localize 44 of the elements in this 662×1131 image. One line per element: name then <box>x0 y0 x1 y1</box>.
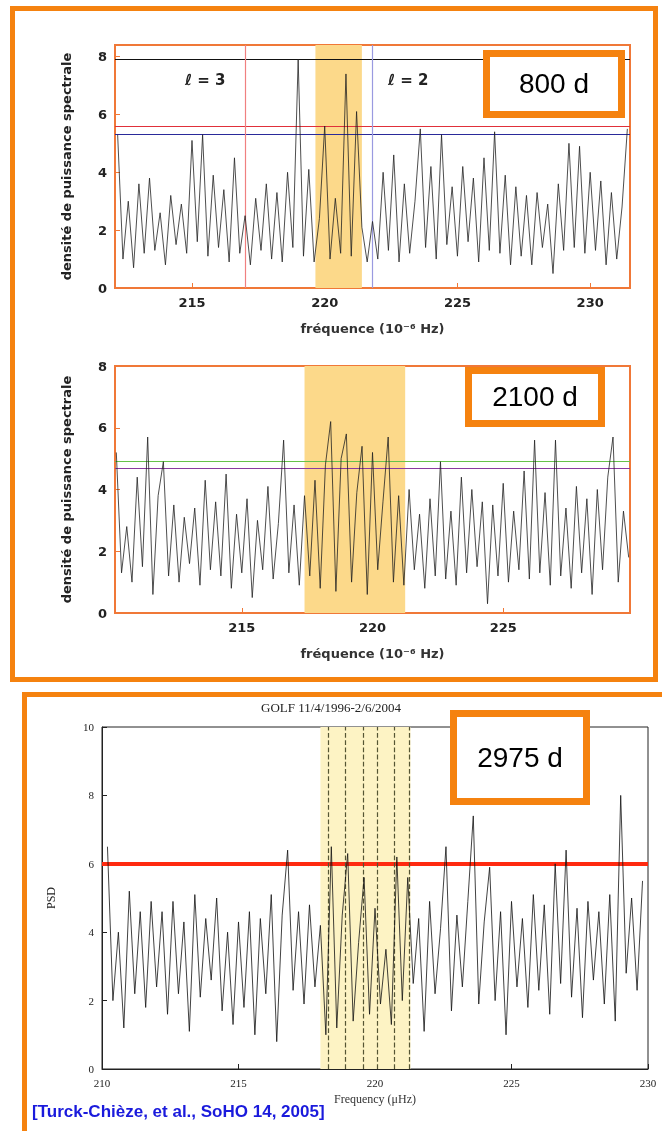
y-tick-label: 8 <box>88 789 95 802</box>
y-tick-label: 10 <box>83 721 95 733</box>
y-axis-title: densité de puissance spectrale <box>59 52 74 281</box>
x-tick-label: 220 <box>311 295 339 310</box>
annotation: ℓ = 3 <box>184 70 226 89</box>
x-tick-label: 225 <box>489 620 517 635</box>
y-tick-label: 2 <box>97 543 107 559</box>
x-tick-label: 210 <box>93 1076 111 1089</box>
x-tick-label: 215 <box>230 1076 248 1089</box>
y-axis-title: densité de puissance spectrale <box>59 375 74 604</box>
y-tick-label: 2 <box>97 222 107 238</box>
x-axis-title: Frequency (μHz) <box>333 1092 417 1106</box>
x-axis-title: fréquence (10⁻⁶ Hz) <box>300 321 445 336</box>
x-tick-label: 220 <box>358 620 387 635</box>
x-tick-label: 215 <box>228 620 256 635</box>
line-series <box>107 795 643 1043</box>
label-box: 2100 d <box>465 367 605 427</box>
label-box: 2975 d <box>450 710 590 805</box>
x-tick-label: 220 <box>366 1076 384 1089</box>
y-tick-label: 0 <box>97 605 107 621</box>
x-tick-label: 230 <box>576 295 604 310</box>
x-tick-label: 225 <box>443 295 472 310</box>
x-axis-title: fréquence (10⁻⁶ Hz) <box>300 646 445 661</box>
x-tick-label: 215 <box>178 295 206 310</box>
annotation: ℓ = 2 <box>387 70 429 89</box>
y-tick-label: 0 <box>88 1063 95 1075</box>
y-axis-title: PSD <box>44 886 58 910</box>
y-tick-label: 6 <box>97 420 107 436</box>
y-tick-label: 6 <box>97 106 107 122</box>
x-tick-label: 225 <box>503 1076 521 1089</box>
y-tick-label: 4 <box>97 482 107 497</box>
y-tick-label: 4 <box>97 164 107 180</box>
text: [Turck-Chièze, et al., SoHO 14, 2005] <box>32 1102 325 1121</box>
line-series <box>115 421 630 605</box>
x-tick-label: 230 <box>639 1076 657 1089</box>
y-tick-label: 0 <box>97 280 107 296</box>
y-tick-label: 8 <box>97 358 107 374</box>
y-tick-label: 4 <box>88 926 95 939</box>
label-box: 800 d <box>483 50 625 118</box>
chart-title: GOLF 11/4/1996-2/6/2004 <box>261 700 402 715</box>
y-tick-label: 8 <box>97 49 107 65</box>
y-tick-label: 2 <box>88 994 94 1007</box>
line-series <box>117 59 628 274</box>
y-tick-label: 6 <box>88 857 95 870</box>
